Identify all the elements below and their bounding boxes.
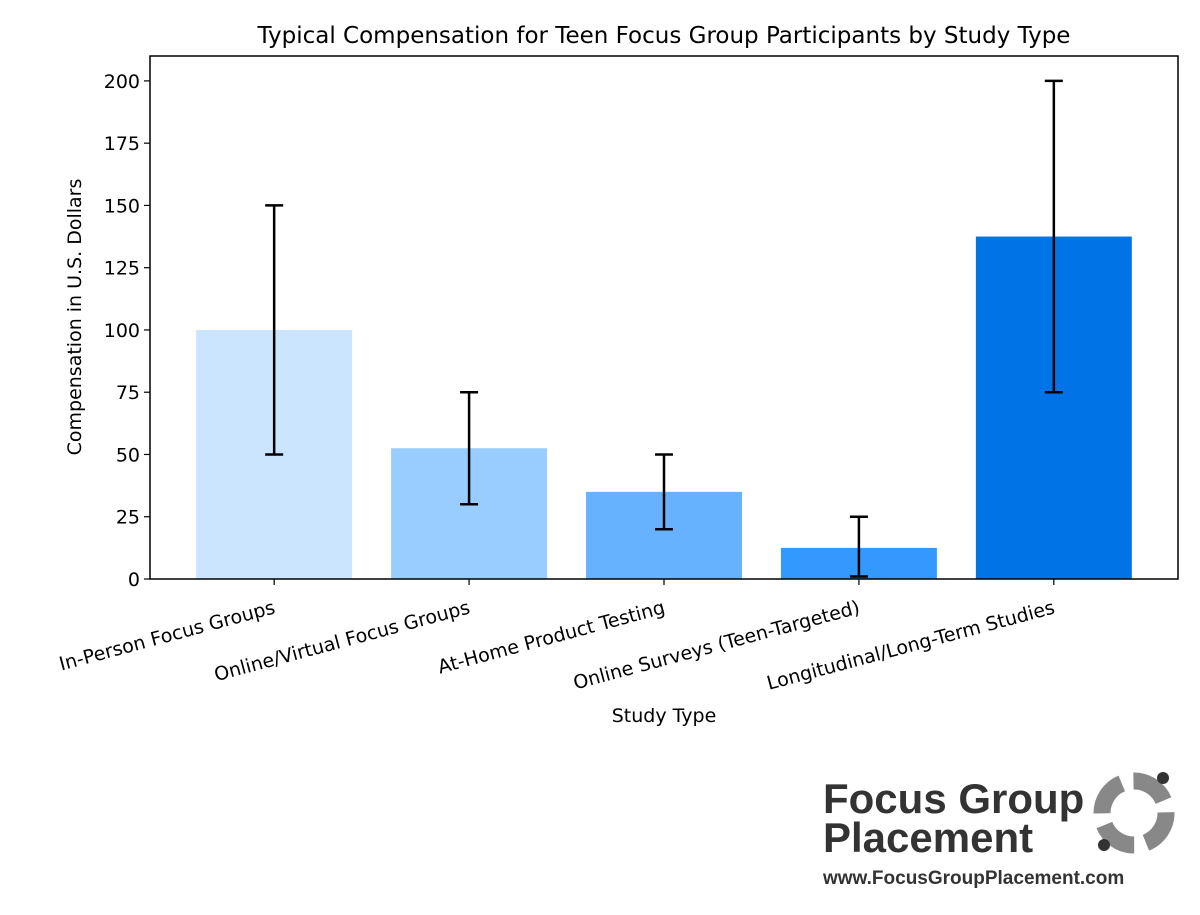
- y-tick-label: 200: [104, 71, 140, 93]
- logo: Focus Group Placement www.FocusGroupPlac…: [822, 772, 1175, 889]
- y-tick-label: 150: [104, 195, 140, 217]
- y-tick-label: 125: [104, 258, 140, 280]
- y-tick-label: 75: [116, 382, 140, 404]
- error-bar: [1044, 79, 1063, 394]
- logo-dot: [1098, 839, 1110, 851]
- plot-frame: [149, 55, 1179, 580]
- chart-title: Typical Compensation for Teen Focus Grou…: [257, 23, 1071, 49]
- y-tick-label: 25: [116, 507, 140, 529]
- logo-dot: [1157, 772, 1169, 784]
- y-tick-label: 0: [128, 569, 140, 591]
- error-bar: [655, 453, 673, 531]
- x-axis-label: Study Type: [612, 705, 717, 727]
- logo-ring: [1093, 772, 1175, 854]
- error-bar: [849, 515, 868, 578]
- y-tick-label: 175: [104, 133, 140, 155]
- y-axis-label: Compensation in U.S. Dollars: [64, 179, 86, 456]
- error-bar: [265, 204, 284, 456]
- y-tick-label: 50: [116, 444, 140, 466]
- y-tick-label: 100: [104, 320, 140, 342]
- logo-text: Focus Group: [823, 775, 1084, 822]
- error-bar: [460, 390, 479, 506]
- logo-text: Placement: [823, 814, 1033, 861]
- logo-url: www.FocusGroupPlacement.com: [822, 868, 1124, 889]
